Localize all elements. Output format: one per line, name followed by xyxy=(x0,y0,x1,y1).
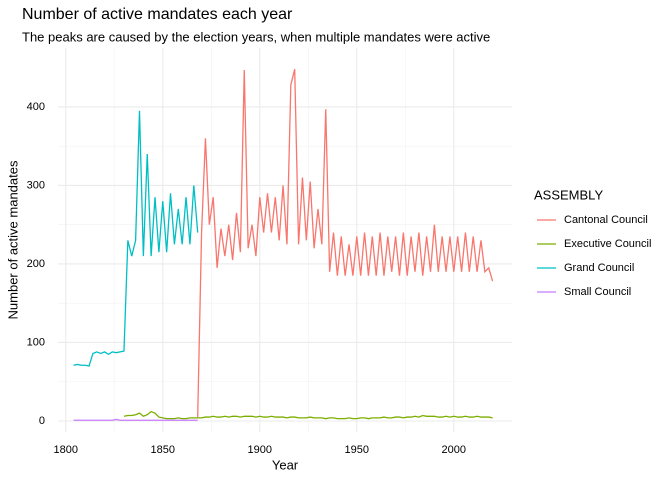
y-tick-label: 300 xyxy=(27,179,45,191)
x-axis-label: Year xyxy=(272,457,299,472)
x-tick-label: 1900 xyxy=(248,444,272,456)
x-tick-label: 1850 xyxy=(151,444,175,456)
legend-title: ASSEMBLY xyxy=(534,187,603,202)
y-tick-label: 0 xyxy=(39,415,45,427)
legend-label: Small Council xyxy=(564,286,631,298)
x-tick-label: 1800 xyxy=(54,444,78,456)
legend-label: Cantonal Council xyxy=(564,214,648,226)
chart-subtitle: The peaks are caused by the election yea… xyxy=(22,29,490,44)
x-tick-label: 2000 xyxy=(442,444,466,456)
y-axis-label: Number of active mandates xyxy=(5,160,20,319)
y-tick-label: 400 xyxy=(27,101,45,113)
y-tick-label: 100 xyxy=(27,336,45,348)
line xyxy=(197,69,494,418)
x-tick-label: 1950 xyxy=(345,444,369,456)
line xyxy=(73,110,199,367)
line xyxy=(73,418,198,421)
line xyxy=(123,410,493,420)
chart-title: Number of active mandates each year xyxy=(22,6,293,23)
legend-label: Executive Council xyxy=(564,238,651,250)
legend-label: Grand Council xyxy=(564,262,634,274)
y-tick-label: 200 xyxy=(27,258,45,270)
